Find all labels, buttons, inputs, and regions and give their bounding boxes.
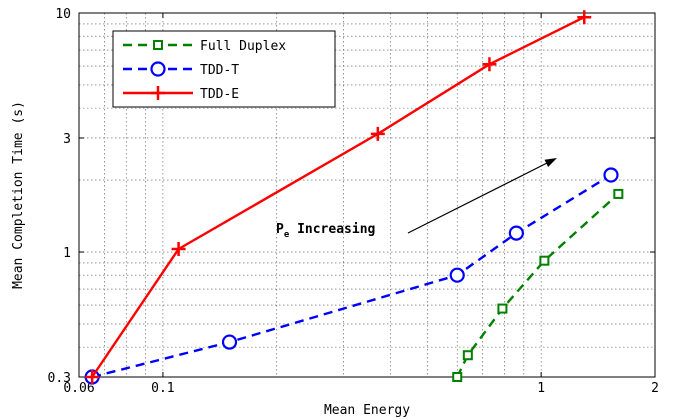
y-tick-label: 3 (63, 132, 71, 147)
data-point-tdd-t (508, 225, 524, 241)
x-tick-label: 1 (537, 381, 545, 396)
series-tdd-e (85, 10, 592, 384)
series-tdd-t (84, 167, 619, 385)
x-tick-label: 0.1 (151, 381, 174, 396)
legend-item-full-duplex: Full Duplex (123, 39, 286, 54)
legend: Full Duplex TDD-T TDD-E (112, 30, 336, 108)
data-point-tdd-e (370, 126, 385, 141)
data-point-tdd-t (603, 167, 619, 183)
legend-label-tdd-e: TDD-E (200, 87, 239, 102)
series-full-duplex (452, 188, 624, 382)
series-line-tdd-t (91, 173, 612, 379)
y-tick-label: 0.3 (48, 371, 71, 386)
y-tick-label: 1 (63, 246, 71, 261)
x-tick-label: 2 (651, 381, 659, 396)
data-point-tdd-e (577, 10, 592, 25)
legend-box (112, 30, 336, 108)
data-point-full-duplex (497, 303, 508, 314)
legend-marker-tdd-e (151, 86, 165, 100)
plot-frame (78, 12, 656, 378)
series-line-full-duplex (456, 193, 620, 378)
legend-item-tdd-e: TDD-E (123, 86, 239, 102)
axis-ticks: 0.06 0.1 1 2 0.3 1 3 10 (48, 7, 659, 396)
y-tick-label: 10 (55, 7, 71, 22)
series-layer (84, 10, 624, 385)
y-axis-label: Mean Completion Time (s) (11, 101, 26, 289)
legend-label-full-duplex: Full Duplex (200, 39, 286, 54)
annotation: Pe Increasing (276, 158, 557, 240)
legend-item-tdd-t: TDD-T (123, 61, 239, 78)
annotation-arrow-head (544, 158, 557, 167)
data-point-tdd-t (221, 334, 238, 350)
legend-marker-tdd-t (150, 61, 166, 77)
annotation-text: Pe Increasing (276, 222, 375, 240)
legend-label-tdd-t: TDD-T (200, 63, 239, 78)
annotation-arrow-line (407, 161, 550, 234)
legend-marker-full-duplex (153, 40, 163, 50)
data-point-tdd-t (449, 267, 465, 283)
data-point-full-duplex (452, 372, 463, 382)
data-point-full-duplex (539, 255, 550, 266)
data-point-full-duplex (613, 188, 624, 199)
data-point-full-duplex (462, 350, 473, 361)
x-tick-label: 0.06 (63, 381, 94, 396)
data-point-tdd-e (85, 370, 100, 384)
data-point-tdd-e (482, 57, 497, 72)
x-axis-label: Mean Energy (324, 403, 410, 418)
data-point-tdd-e (171, 241, 186, 256)
